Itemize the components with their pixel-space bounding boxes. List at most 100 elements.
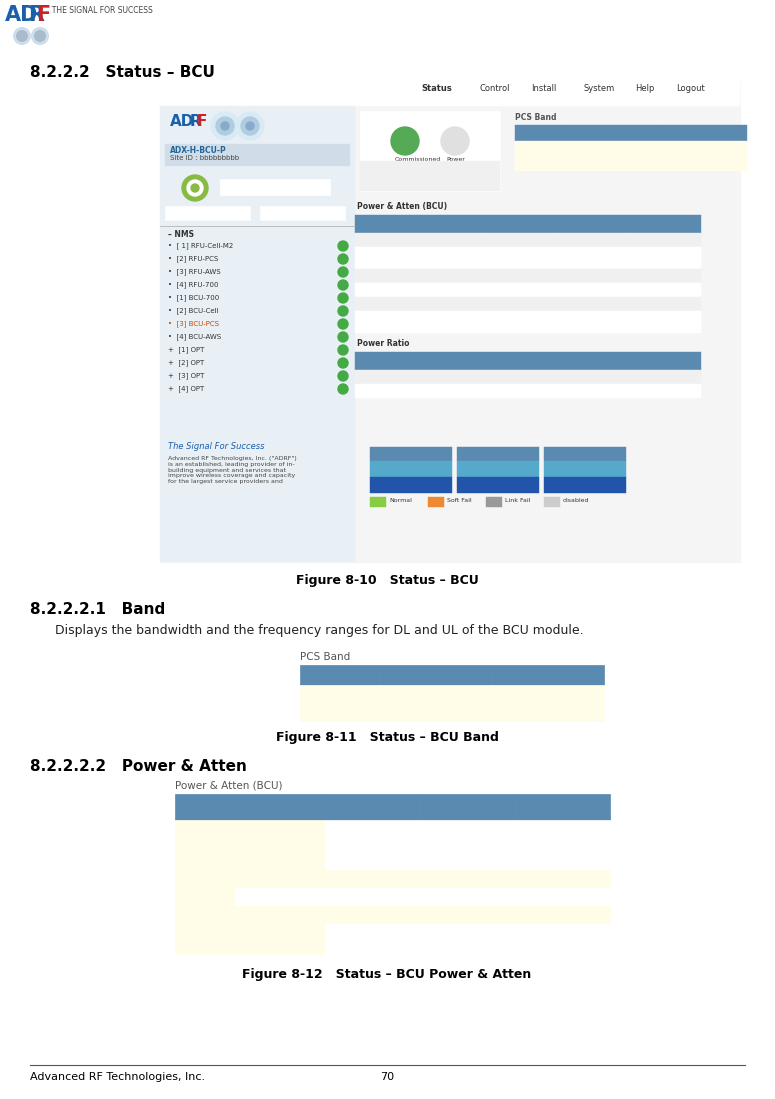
Circle shape xyxy=(338,371,348,381)
Text: Install: Install xyxy=(531,84,556,93)
Text: 1,850.0 MHz -
1,915.0 MHz: 1,850.0 MHz - 1,915.0 MHz xyxy=(512,691,584,712)
Text: Power & Atten (BCU): Power & Atten (BCU) xyxy=(357,202,447,211)
Text: PCS: PCS xyxy=(414,217,426,222)
Text: ✔: ✔ xyxy=(400,133,412,147)
Text: 4.5: 4.5 xyxy=(517,270,525,276)
Circle shape xyxy=(338,332,348,342)
Text: PCS: PCS xyxy=(414,354,426,359)
Circle shape xyxy=(216,116,234,135)
Bar xyxy=(370,447,452,460)
Bar xyxy=(544,477,626,493)
Circle shape xyxy=(338,319,348,329)
Text: 1,850.0 MHz -
1,915.0 MHz: 1,850.0 MHz - 1,915.0 MHz xyxy=(680,145,724,156)
Bar xyxy=(235,870,325,888)
Text: 3.5: 3.5 xyxy=(589,270,598,276)
Circle shape xyxy=(236,112,264,140)
Bar xyxy=(370,497,386,507)
Text: Uplink: Uplink xyxy=(529,668,568,678)
Bar xyxy=(457,477,539,493)
Text: +  [1] OPT: + [1] OPT xyxy=(168,346,205,353)
Text: Soft Fail: Soft Fail xyxy=(447,498,472,503)
Text: Link Fail: Link Fail xyxy=(505,498,530,503)
Text: 1,930.0 MHz -
1,995.0 MHz: 1,930.0 MHz - 1,995.0 MHz xyxy=(591,145,634,156)
Bar xyxy=(485,384,557,398)
Text: Downlink: Downlink xyxy=(407,668,465,678)
Bar xyxy=(557,247,629,269)
Bar xyxy=(629,297,701,311)
Bar xyxy=(420,840,515,870)
Text: DL Signal Low: DL Signal Low xyxy=(563,464,607,469)
Text: DL Input Overload: DL Input Overload xyxy=(469,480,527,485)
Text: -5.8: -5.8 xyxy=(362,926,384,937)
Bar xyxy=(370,460,452,477)
Bar xyxy=(300,685,380,721)
Circle shape xyxy=(31,27,49,45)
Bar xyxy=(380,685,492,721)
Text: 2.0: 2.0 xyxy=(660,270,670,276)
Bar xyxy=(160,106,355,562)
Bar xyxy=(420,906,515,924)
Text: Advanced RF Technologies, Inc. ("ADRF")
is an established, leading provider of i: Advanced RF Technologies, Inc. ("ADRF") … xyxy=(168,456,297,485)
Text: Power Ratio: Power Ratio xyxy=(357,338,409,348)
Bar xyxy=(355,384,485,398)
Text: Collapse All: Collapse All xyxy=(263,208,304,214)
Text: Atten [dB]: Atten [dB] xyxy=(360,271,388,277)
Bar xyxy=(325,888,420,906)
Text: 65 MHz: 65 MHz xyxy=(321,691,360,701)
Text: UL (User Set): UL (User Set) xyxy=(248,909,312,919)
Text: ADX-H-BCU-P: ADX-H-BCU-P xyxy=(170,146,227,155)
Bar xyxy=(567,125,657,141)
Bar xyxy=(515,125,567,141)
Text: 1,930.0 MHz -
1,995.0 MHz: 1,930.0 MHz - 1,995.0 MHz xyxy=(400,691,472,712)
Text: 70: 70 xyxy=(380,1072,394,1083)
Bar xyxy=(325,924,420,954)
Text: -0.5: -0.5 xyxy=(552,843,574,853)
Text: Site ID : bbbbbbbbb: Site ID : bbbbbbbbb xyxy=(170,155,239,160)
Bar xyxy=(235,888,325,906)
Bar xyxy=(220,179,330,195)
Text: Path A
(Carrier A): Path A (Carrier A) xyxy=(505,354,537,365)
Text: DL (User Set): DL (User Set) xyxy=(401,270,438,276)
Bar xyxy=(515,924,610,954)
Text: DL Signal Low: DL Signal Low xyxy=(389,464,433,469)
Text: ⏻: ⏻ xyxy=(447,133,454,146)
Bar xyxy=(355,311,485,333)
Bar xyxy=(557,311,629,333)
Text: 0.0: 0.0 xyxy=(660,285,670,289)
Text: Path B
(Carrier B): Path B (Carrier B) xyxy=(577,354,609,365)
Text: UL (User Set): UL (User Set) xyxy=(402,299,438,303)
Text: Path C
(Carrier C): Path C (Carrier C) xyxy=(532,798,594,820)
Circle shape xyxy=(338,280,348,290)
Text: Path C
(Carrier C): Path C (Carrier C) xyxy=(570,449,599,459)
Text: Atten [dB]: Atten [dB] xyxy=(180,887,230,897)
Bar xyxy=(485,247,557,269)
Circle shape xyxy=(241,116,259,135)
Bar xyxy=(175,840,325,870)
Text: Band: Band xyxy=(532,127,550,133)
Bar xyxy=(629,284,701,297)
Text: Power & Atten (BCU): Power & Atten (BCU) xyxy=(175,781,283,791)
Bar xyxy=(235,906,325,924)
Circle shape xyxy=(221,122,229,130)
Text: -2.5: -2.5 xyxy=(552,926,574,937)
Text: Path A
(Carrier A): Path A (Carrier A) xyxy=(397,449,425,459)
Text: PCS: PCS xyxy=(239,798,261,808)
Text: 8.0: 8.0 xyxy=(589,234,598,240)
Bar xyxy=(515,840,610,870)
Text: DL Signal Low: DL Signal Low xyxy=(476,464,520,469)
Text: F: F xyxy=(197,114,208,129)
Text: DL Output [dBm]: DL Output [dBm] xyxy=(205,932,294,942)
Text: 4.5: 4.5 xyxy=(363,873,381,882)
Circle shape xyxy=(191,184,199,192)
Text: Logout: Logout xyxy=(677,84,705,93)
Bar xyxy=(380,665,492,685)
Bar xyxy=(485,352,557,370)
Text: 8.0: 8.0 xyxy=(459,824,477,834)
Bar xyxy=(175,870,235,924)
Bar xyxy=(355,233,485,247)
Bar xyxy=(557,233,629,247)
Circle shape xyxy=(338,358,348,368)
Text: •  [ 1] RFU-Cell-M2: • [ 1] RFU-Cell-M2 xyxy=(168,242,233,248)
Text: BCU: BCU xyxy=(417,168,443,178)
Bar xyxy=(175,924,325,954)
